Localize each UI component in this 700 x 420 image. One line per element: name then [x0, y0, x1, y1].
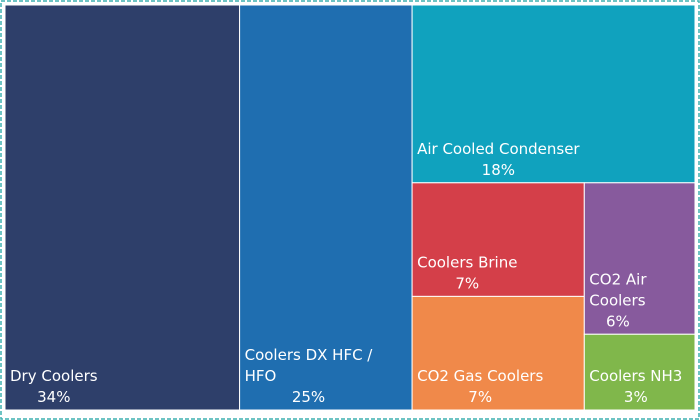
tile-value: 18% — [482, 161, 515, 179]
tile-value: 7% — [455, 274, 479, 292]
tile — [239, 4, 413, 411]
tile-label: CO2 Air Coolers — [589, 270, 651, 309]
tile-label: Dry Coolers — [10, 367, 98, 385]
tile-value: 7% — [468, 388, 492, 406]
tile-value: 3% — [624, 388, 648, 406]
tile-label: Coolers DX HFC / HFO — [245, 346, 378, 385]
tile — [411, 4, 696, 184]
tile-value: 34% — [37, 388, 70, 406]
tile-label: Coolers NH3 — [589, 367, 682, 385]
tile — [411, 295, 585, 411]
tile-value: 25% — [292, 388, 325, 406]
tile — [4, 4, 241, 411]
tile — [583, 182, 696, 335]
tile-label: CO2 Gas Coolers — [417, 367, 543, 385]
tile-label: Air Cooled Condenser — [417, 140, 580, 158]
tile — [583, 333, 696, 411]
tile — [411, 182, 585, 297]
tile-value: 6% — [606, 312, 630, 330]
tile-label: Coolers Brine — [417, 253, 517, 271]
